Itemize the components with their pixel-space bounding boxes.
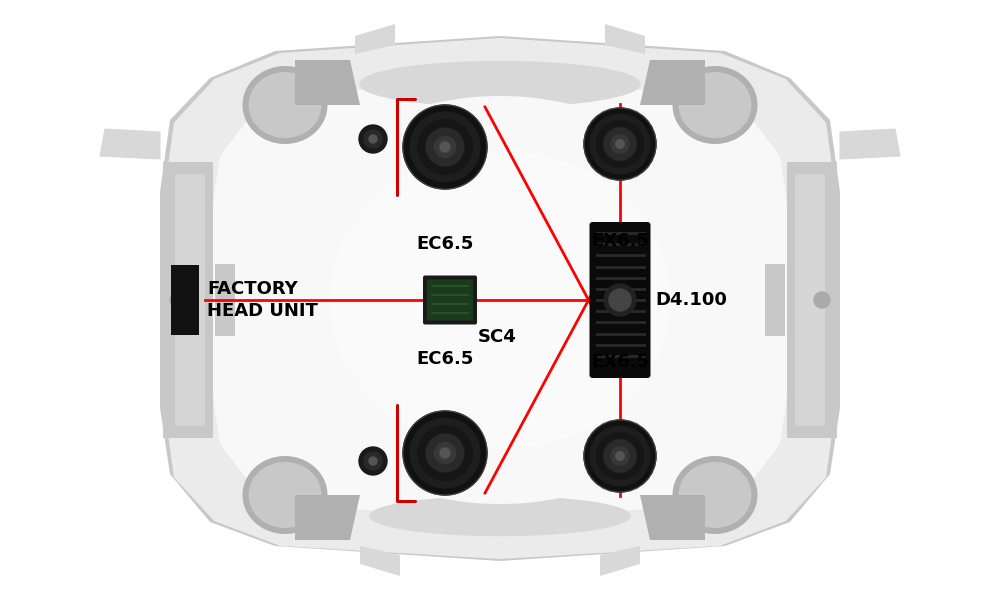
Circle shape: [426, 128, 464, 166]
Ellipse shape: [242, 66, 328, 144]
Circle shape: [170, 292, 186, 308]
Polygon shape: [605, 24, 645, 54]
Ellipse shape: [242, 456, 328, 534]
Text: D4.100: D4.100: [655, 291, 727, 309]
Bar: [171, 265, 199, 335]
Circle shape: [584, 108, 656, 180]
Circle shape: [418, 426, 472, 480]
Circle shape: [597, 121, 643, 167]
Polygon shape: [295, 495, 360, 540]
Text: EC6.5: EC6.5: [416, 235, 474, 253]
Ellipse shape: [672, 66, 758, 144]
Polygon shape: [160, 36, 840, 561]
Circle shape: [369, 457, 377, 465]
Polygon shape: [210, 81, 790, 517]
Polygon shape: [100, 129, 160, 159]
Bar: [765, 264, 785, 336]
FancyBboxPatch shape: [787, 162, 837, 438]
Text: SC4: SC4: [478, 328, 517, 346]
Polygon shape: [295, 60, 360, 105]
Polygon shape: [840, 129, 900, 159]
Circle shape: [369, 135, 377, 143]
Text: EC6.5: EC6.5: [416, 350, 474, 368]
Ellipse shape: [330, 150, 670, 450]
Circle shape: [434, 136, 456, 157]
Circle shape: [604, 440, 636, 472]
Circle shape: [609, 289, 631, 311]
FancyBboxPatch shape: [795, 174, 825, 426]
Circle shape: [418, 119, 472, 174]
Polygon shape: [640, 60, 705, 105]
Circle shape: [403, 411, 487, 495]
Circle shape: [364, 130, 382, 148]
Circle shape: [426, 434, 464, 472]
FancyBboxPatch shape: [163, 162, 213, 438]
Ellipse shape: [248, 72, 322, 138]
Ellipse shape: [360, 61, 640, 107]
Polygon shape: [600, 546, 640, 576]
Circle shape: [616, 140, 624, 148]
Text: EX6.5: EX6.5: [591, 353, 649, 371]
Circle shape: [364, 452, 382, 470]
Circle shape: [611, 447, 629, 465]
Circle shape: [434, 443, 456, 463]
Circle shape: [440, 142, 450, 152]
Ellipse shape: [370, 497, 630, 535]
Ellipse shape: [248, 462, 322, 528]
Ellipse shape: [250, 96, 750, 504]
Polygon shape: [360, 546, 400, 576]
Polygon shape: [165, 39, 835, 558]
Polygon shape: [355, 24, 395, 54]
Circle shape: [616, 452, 624, 460]
Circle shape: [410, 418, 480, 488]
Circle shape: [590, 426, 650, 486]
Ellipse shape: [678, 462, 752, 528]
Ellipse shape: [672, 456, 758, 534]
Circle shape: [359, 447, 387, 475]
FancyBboxPatch shape: [175, 174, 205, 426]
Polygon shape: [640, 495, 705, 540]
FancyBboxPatch shape: [427, 280, 473, 320]
Circle shape: [814, 292, 830, 308]
Circle shape: [584, 420, 656, 492]
Circle shape: [590, 114, 650, 174]
Circle shape: [604, 284, 636, 316]
Bar: [215, 264, 235, 336]
Circle shape: [410, 112, 480, 182]
Text: EX6.5: EX6.5: [591, 232, 649, 250]
Circle shape: [597, 433, 643, 479]
Circle shape: [604, 128, 636, 160]
FancyBboxPatch shape: [423, 275, 477, 325]
Ellipse shape: [678, 72, 752, 138]
Circle shape: [403, 105, 487, 189]
Text: FACTORY
HEAD UNIT: FACTORY HEAD UNIT: [207, 280, 318, 320]
Circle shape: [359, 125, 387, 153]
Circle shape: [440, 448, 450, 458]
FancyBboxPatch shape: [590, 222, 650, 378]
Circle shape: [611, 135, 629, 153]
